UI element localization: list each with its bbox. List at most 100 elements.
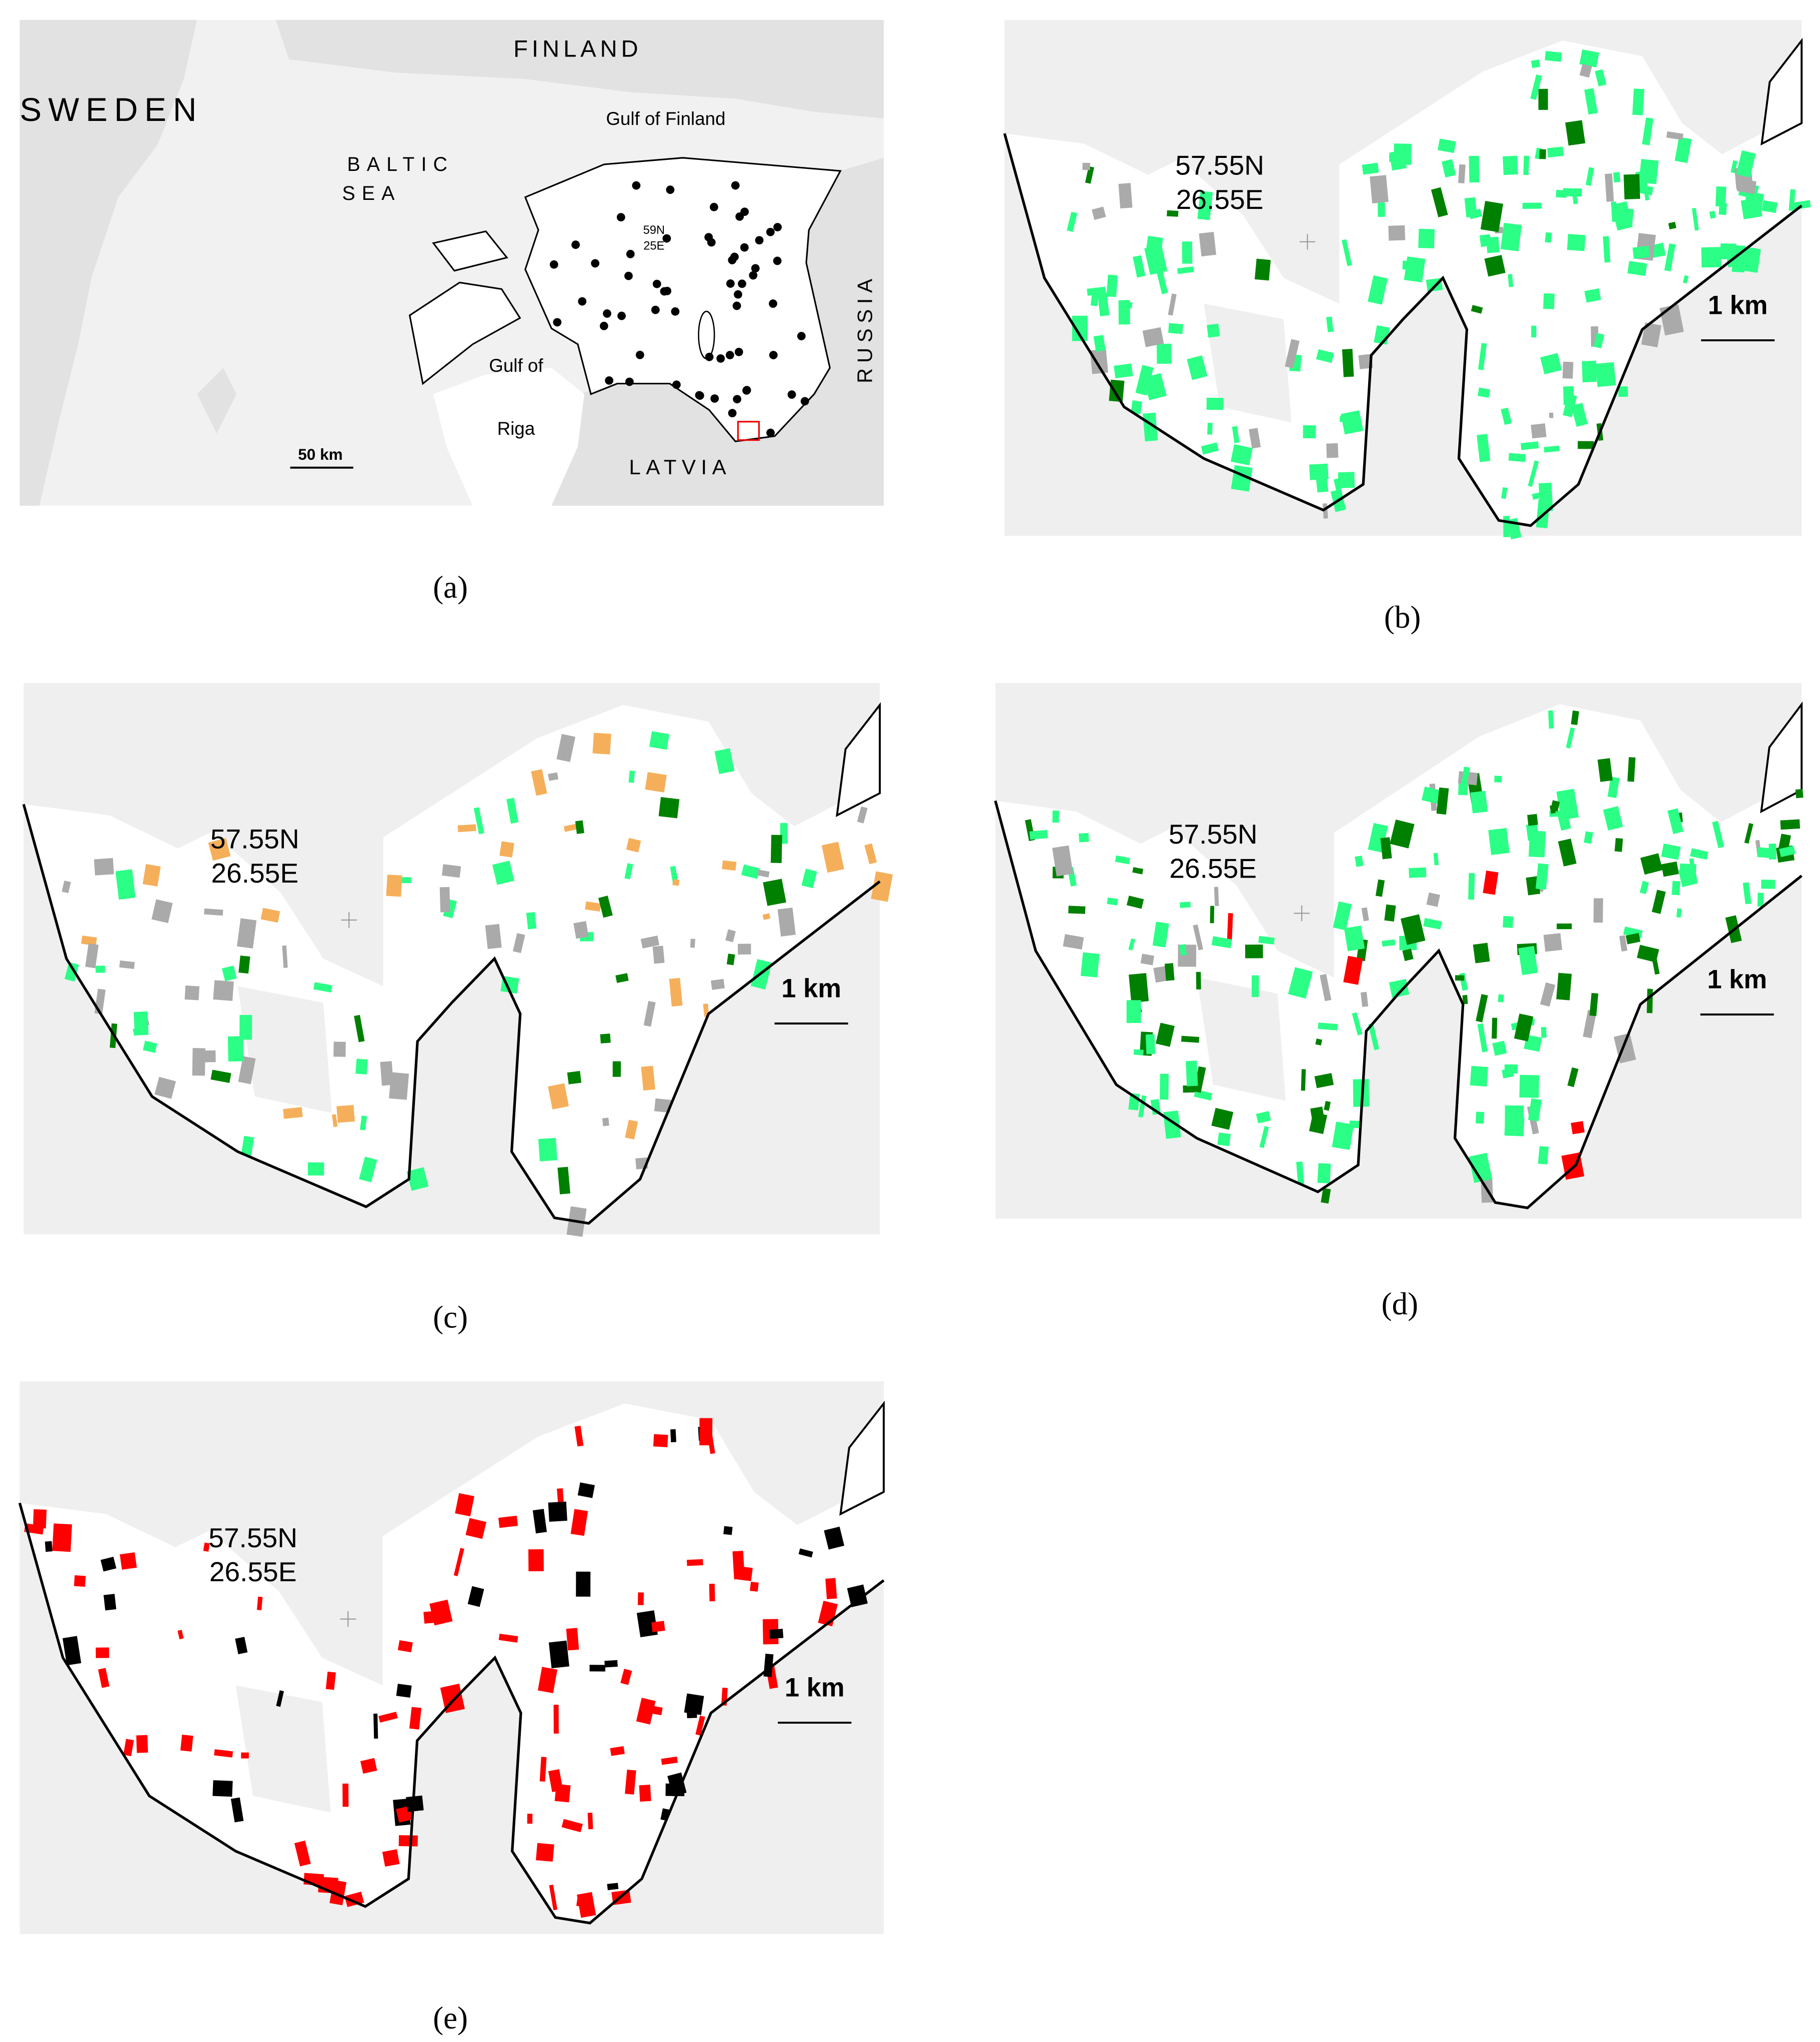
land-patch — [770, 835, 782, 863]
study-area-box — [737, 421, 760, 441]
map-label: SEA — [342, 182, 401, 204]
land-patch — [1127, 302, 1133, 309]
land-patch — [620, 1669, 632, 1685]
land-patch — [1068, 906, 1086, 914]
land-patch — [825, 1578, 837, 1600]
study-site-dot — [666, 185, 675, 194]
land-patch — [485, 924, 502, 949]
land-patch — [98, 1668, 109, 1688]
land-patch — [1085, 166, 1094, 184]
land-patch — [1245, 945, 1263, 959]
land-patch — [684, 1693, 704, 1715]
land-patch — [1418, 228, 1435, 249]
land-patch — [1128, 938, 1136, 951]
land-patch — [1344, 926, 1365, 952]
land-patch — [1324, 1100, 1331, 1111]
land-patch — [561, 1819, 583, 1833]
land-patch — [1597, 758, 1613, 782]
map-label: Gulf of — [489, 355, 543, 376]
land-patch — [1258, 936, 1275, 945]
land-patch — [1332, 1121, 1354, 1150]
land-patch — [1543, 933, 1563, 952]
land-patch — [577, 1892, 596, 1918]
caption: (d) — [1382, 1286, 1419, 1321]
study-site-dot — [797, 332, 806, 340]
study-site-dot — [591, 259, 600, 268]
land-patch — [154, 1076, 176, 1099]
land-patch — [498, 1515, 518, 1528]
land-patch — [686, 1559, 703, 1566]
land-patch — [1518, 946, 1538, 976]
land-patch — [1595, 69, 1607, 87]
land-patch — [1519, 1074, 1540, 1098]
land-patch — [64, 962, 79, 982]
study-site-dot — [553, 318, 562, 327]
caption: (e) — [433, 2001, 468, 2036]
land-patch — [1539, 482, 1553, 512]
land-patch — [1285, 339, 1300, 369]
land-patch — [453, 1548, 464, 1577]
land-patch — [1303, 425, 1316, 439]
land-patch — [136, 1735, 148, 1753]
land-patch — [1140, 954, 1155, 966]
land-patch — [1690, 848, 1709, 860]
land-patch — [1676, 908, 1682, 918]
land-patch — [1608, 777, 1620, 798]
land-patch — [585, 901, 601, 912]
caption: (c) — [433, 1299, 468, 1334]
land-patch — [1029, 830, 1048, 840]
map-label: 59N — [643, 224, 665, 237]
land-patch — [1409, 867, 1427, 878]
study-site-dot — [755, 236, 764, 245]
land-patch — [639, 1785, 651, 1802]
land-patch — [1508, 274, 1514, 287]
land-patch — [539, 1757, 547, 1782]
land-patch — [626, 838, 641, 853]
land-patch — [1152, 922, 1169, 948]
land-patch — [762, 913, 771, 920]
land-patch — [208, 838, 231, 861]
land-patch — [1761, 880, 1776, 889]
land-patch — [1388, 225, 1406, 241]
land-patch — [473, 807, 484, 835]
study-site-dot — [599, 321, 608, 330]
land-patch — [95, 1647, 109, 1658]
land-patch — [499, 841, 514, 858]
land-patch — [455, 1493, 474, 1517]
land-patch — [465, 1518, 486, 1539]
land-patch — [1145, 1034, 1156, 1054]
land-patch — [1578, 441, 1594, 449]
centre-cross — [340, 1611, 356, 1627]
land-patch — [1529, 831, 1546, 858]
land-patch — [1680, 863, 1697, 873]
study-site-dot — [603, 309, 611, 318]
land-corner — [1761, 37, 1803, 146]
land-patch — [735, 1566, 753, 1581]
land-patch — [1558, 838, 1577, 867]
land-patch — [1353, 1079, 1370, 1107]
land-patch — [1368, 1023, 1380, 1050]
land-patch — [1494, 776, 1502, 783]
land-patch — [1079, 833, 1089, 843]
land-patch — [1461, 766, 1470, 787]
land-patch — [1080, 952, 1100, 978]
land-patch — [624, 863, 633, 880]
land-patch — [589, 1665, 605, 1672]
scale-label: 1 km — [785, 1673, 845, 1703]
land-patch — [32, 1509, 47, 1529]
land-patch — [177, 1630, 184, 1640]
land-patch — [1632, 88, 1645, 115]
land-patch — [1503, 916, 1514, 928]
land-patch — [1349, 1120, 1362, 1128]
land-patch — [95, 966, 105, 973]
land-patch — [557, 1166, 570, 1194]
land-patch — [1384, 904, 1396, 922]
land-patch — [1779, 846, 1796, 858]
land-patch — [1143, 373, 1167, 400]
longitude-label: 26.55E — [1169, 853, 1257, 884]
land-patch — [763, 879, 786, 906]
land-patch — [864, 843, 877, 865]
land-patch — [548, 1769, 563, 1792]
land-patch — [1543, 293, 1555, 309]
